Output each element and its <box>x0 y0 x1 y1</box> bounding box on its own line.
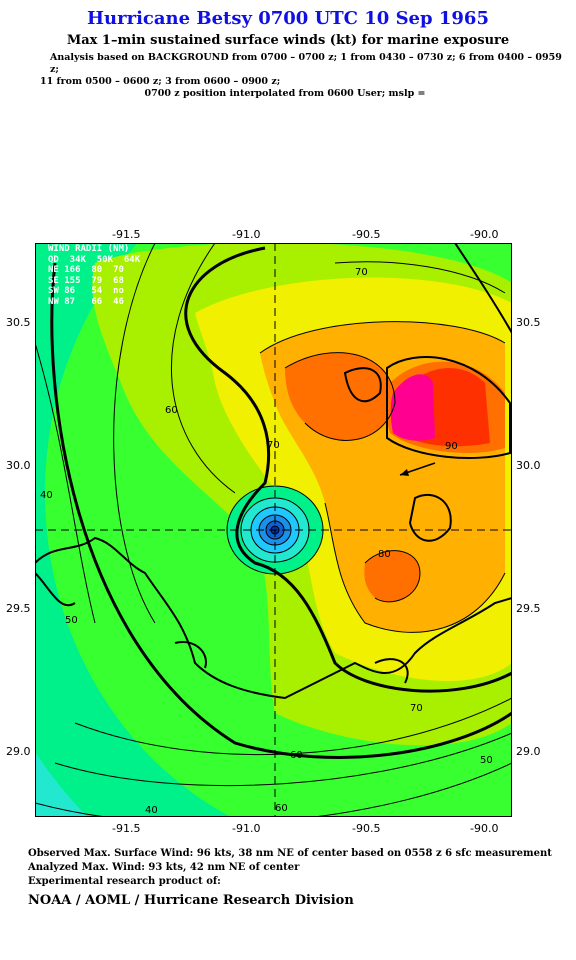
map-frame <box>35 243 512 817</box>
lon-tick-bottom-1: -91.5 <box>112 822 141 835</box>
radii-title: WIND RADII (NM) <box>48 244 130 254</box>
contour-label-70a: 70 <box>355 267 368 278</box>
contour-label-50b: 50 <box>480 755 493 766</box>
contour-label-60a: 60 <box>165 405 178 416</box>
motion-arrowhead <box>400 469 409 476</box>
lon-tick-top-4: -90.0 <box>470 228 499 241</box>
analysis-notes: Analysis based on BACKGROUND from 0700 –… <box>40 52 570 100</box>
lat-tick-right-2: 30.0 <box>516 459 541 472</box>
contour-label-60c: 60 <box>275 803 288 814</box>
observed-max-wind: Observed Max. Surface Wind: 96 kts, 38 n… <box>28 848 552 859</box>
map-subtitle: Max 1–min sustained surface winds (kt) f… <box>66 33 510 48</box>
lon-tick-top-2: -91.0 <box>232 228 261 241</box>
lat-tick-left-4: 29.0 <box>6 745 31 758</box>
lat-tick-left-2: 30.0 <box>6 459 31 472</box>
contour-label-40b: 40 <box>145 805 158 816</box>
wind-radii-table: WIND RADII (NM) QD 34K 50K 64K NE 166 80… <box>48 244 140 307</box>
lat-tick-left-1: 30.5 <box>6 316 31 329</box>
contour-thin-group <box>35 243 512 817</box>
analysis-line-1: Analysis based on BACKGROUND from 0700 –… <box>50 52 562 75</box>
lon-tick-bottom-4: -90.0 <box>470 822 499 835</box>
radii-row-sw: SW 86 54 no <box>48 286 124 296</box>
lon-tick-top-3: -90.5 <box>352 228 381 241</box>
analyzed-max-wind: Analyzed Max. Wind: 93 kts, 42 nm NE of … <box>28 862 300 873</box>
contour-thick-2 <box>50 262 512 759</box>
wind-band-90 <box>390 374 435 441</box>
contour-label-40a: 40 <box>40 490 53 501</box>
contour-label-60b: 60 <box>290 750 303 761</box>
wind-field-map: 40 40 50 50 60 60 60 70 70 70 80 90 <box>35 243 512 817</box>
contour-label-90: 90 <box>445 441 458 452</box>
radii-row-se: SE 155 79 68 <box>48 275 124 286</box>
credit-line: NOAA / AOML / Hurricane Research Divisio… <box>28 893 354 908</box>
wind-band-80b <box>364 550 420 602</box>
radii-header: QD 34K 50K 64K <box>48 254 141 265</box>
contour-label-70c: 70 <box>410 703 423 714</box>
radii-row-nw: NW 87 66 46 <box>48 296 124 307</box>
contour-label-50a: 50 <box>65 615 78 626</box>
analysis-line-3: 0700 z position interpolated from 0600 U… <box>144 88 426 99</box>
coastline-group <box>35 356 512 700</box>
contour-thick-3 <box>454 243 512 334</box>
wind-band-80a <box>285 352 395 441</box>
experimental-note: Experimental research product of: <box>28 876 221 887</box>
contour-thick-1 <box>184 246 512 693</box>
lat-tick-right-3: 29.5 <box>516 602 541 615</box>
lat-tick-left-3: 29.5 <box>6 602 31 615</box>
analysis-line-2: 11 from 0500 – 0600 z; 3 from 0600 – 090… <box>40 76 281 87</box>
radii-row-ne: NE 166 80 70 <box>48 265 124 275</box>
contour-labels: 40 40 50 50 60 60 60 70 70 70 80 90 <box>40 267 493 816</box>
lat-tick-right-4: 29.0 <box>516 745 541 758</box>
lon-tick-bottom-3: -90.5 <box>352 822 381 835</box>
lon-tick-top-1: -91.5 <box>112 228 141 241</box>
map-title: Hurricane Betsy 0700 UTC 10 Sep 1965 <box>87 8 489 29</box>
contour-label-70b: 70 <box>267 440 280 451</box>
lon-tick-bottom-2: -91.0 <box>232 822 261 835</box>
contour-label-80: 80 <box>378 549 391 560</box>
lat-tick-right-1: 30.5 <box>516 316 541 329</box>
